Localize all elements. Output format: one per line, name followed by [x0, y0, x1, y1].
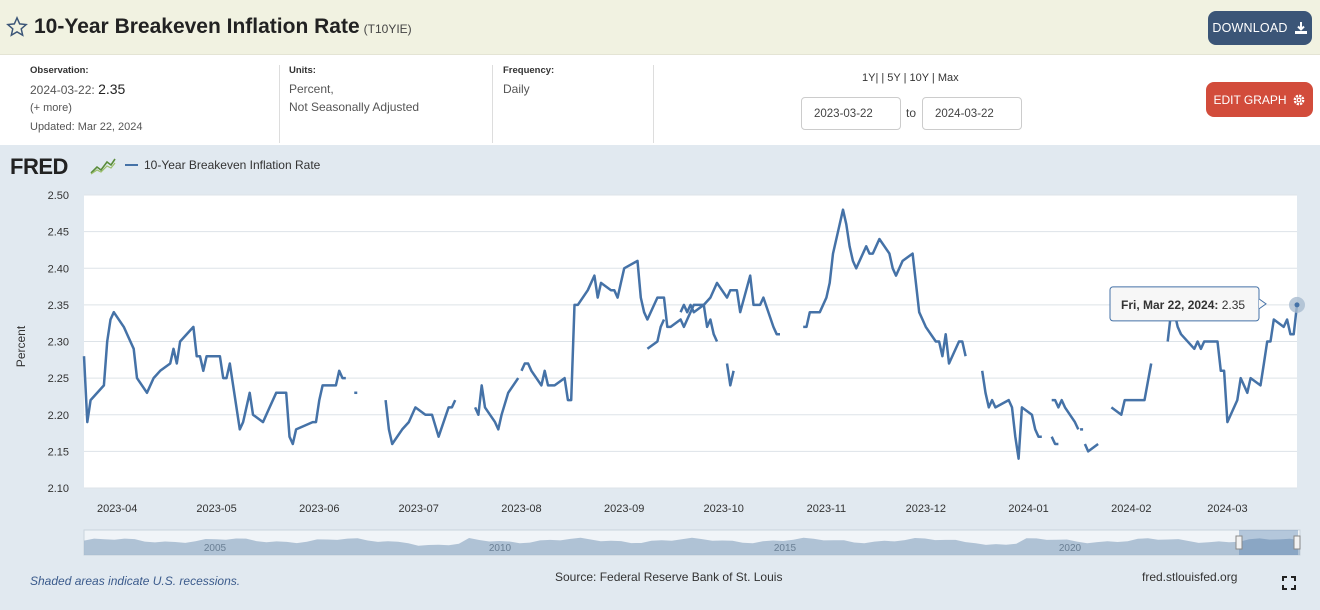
navigator-label: 2015: [774, 543, 797, 554]
hover-point: [1294, 302, 1300, 308]
star-icon[interactable]: [6, 16, 28, 38]
tooltip-pointer: [1258, 298, 1267, 310]
x-tick-label: 2023-10: [703, 503, 743, 515]
navigator-handle[interactable]: [1293, 535, 1301, 550]
series-line: [1166, 304, 1299, 424]
fred-logo: FRED: [10, 154, 68, 179]
navigator-handle[interactable]: [1235, 535, 1243, 550]
navigator-label: 2020: [1059, 543, 1082, 554]
observation-value: 2.35: [98, 81, 126, 97]
edit-graph-button[interactable]: EDIT GRAPH: [1206, 82, 1313, 117]
y-tick-label: 2.35: [48, 300, 69, 312]
observation-block: Observation: 2024-03-22: 2.35 (+ more) U…: [30, 65, 143, 136]
chart-legend: 10-Year Breakeven Inflation Rate: [125, 158, 320, 172]
divider: [653, 65, 654, 143]
y-axis-label: Percent: [14, 325, 28, 367]
units-line1: Percent,: [289, 82, 334, 96]
divider: [492, 65, 493, 143]
legend-swatch: [125, 164, 138, 166]
series-title: 10-Year Breakeven Inflation Rate (T10YIE): [34, 15, 412, 39]
title-bar: 10-Year Breakeven Inflation Rate (T10YIE)…: [0, 0, 1320, 55]
fred-chart-icon: [90, 158, 116, 175]
x-tick-label: 2023-07: [399, 503, 439, 515]
series-metadata: Observation: 2024-03-22: 2.35 (+ more) U…: [0, 55, 1320, 145]
line-chart: 2.10 2.15 2.20 2.25 2.30 2.35 2.40 2.45 2.50 2023…: [14, 190, 1305, 556]
gear-icon: [1293, 94, 1304, 105]
tooltip-text: Fri, Mar 22, 2024: 2.35: [1121, 298, 1245, 312]
series-line: [473, 377, 520, 431]
x-tick-label: 2023-08: [501, 503, 541, 515]
to-label: to: [906, 106, 917, 120]
updated-date: Updated: Mar 22, 2024: [30, 121, 143, 133]
navigator-history: [84, 537, 1300, 555]
navigator-label: 2005: [204, 543, 227, 554]
series-line: [1083, 442, 1099, 453]
navigator-selection: [1239, 530, 1298, 555]
x-tick-label: 2023-04: [97, 503, 137, 515]
range-selector[interactable]: 1Y| | 5Y | 10Y | Max: [862, 72, 959, 84]
download-label: DOWNLOAD: [1212, 21, 1288, 35]
divider: [279, 65, 280, 143]
units-label: Units:: [289, 65, 316, 76]
x-tick-label: 2023-09: [604, 503, 644, 515]
navigator-label: 2010: [489, 543, 512, 554]
series-line: [679, 274, 780, 336]
series-line: [1110, 363, 1153, 416]
more-link[interactable]: (+ more): [30, 102, 72, 114]
series-title-text: 10-Year Breakeven Inflation Rate: [34, 15, 360, 38]
download-icon: [1294, 22, 1307, 34]
series-line: [980, 370, 1042, 460]
tooltip-value: 2.35: [1222, 298, 1246, 312]
y-tick-label: 2.25: [48, 373, 69, 385]
end-date-input[interactable]: 2024-03-22: [922, 97, 1022, 130]
fullscreen-icon[interactable]: [1282, 576, 1296, 590]
series-line: [725, 363, 735, 387]
series-line: [520, 259, 719, 402]
series-line: [803, 208, 967, 365]
x-tick-label: 2024-02: [1111, 503, 1151, 515]
observation-label: Observation:: [30, 65, 89, 76]
series-line: [82, 310, 346, 446]
y-tick-label: 2.20: [48, 410, 69, 422]
x-tick-label: 2024-01: [1008, 503, 1048, 515]
recession-note: Shaded areas indicate U.S. recessions.: [30, 574, 241, 588]
x-tick-label: 2023-11: [807, 503, 847, 515]
series-line: [1051, 398, 1080, 430]
x-tick-label: 2024-03: [1207, 503, 1247, 515]
series-line: [1050, 436, 1059, 446]
series-id: (T10YIE): [363, 22, 412, 36]
y-tick-label: 2.15: [48, 446, 69, 458]
edit-graph-label: EDIT GRAPH: [1213, 92, 1287, 107]
x-tick-label: 2023-06: [299, 503, 339, 515]
observation-date: 2024-03-22:: [30, 83, 95, 97]
units-block: Units: Percent, Not Seasonally Adjusted: [289, 65, 419, 116]
y-tick-label: 2.45: [48, 227, 69, 239]
x-tick-label: 2023-05: [196, 503, 236, 515]
frequency-block: Frequency: Daily: [503, 65, 554, 98]
x-tick-label: 2023-12: [906, 503, 946, 515]
units-line2: Not Seasonally Adjusted: [289, 100, 420, 114]
tooltip-date: Fri, Mar 22, 2024:: [1121, 298, 1222, 312]
series-line: [646, 318, 666, 350]
y-tick-label: 2.10: [48, 483, 69, 495]
source-text: Source: Federal Reserve Bank of St. Loui…: [555, 570, 783, 584]
frequency-value: Daily: [503, 82, 530, 96]
site-text: fred.stlouisfed.org: [1142, 570, 1238, 584]
legend-label: 10-Year Breakeven Inflation Rate: [144, 158, 321, 172]
start-date-input[interactable]: 2023-03-22: [801, 97, 901, 130]
frequency-label: Frequency:: [503, 65, 555, 76]
series-line: [384, 399, 457, 446]
y-tick-label: 2.40: [48, 263, 69, 275]
y-tick-label: 2.30: [48, 337, 69, 349]
download-button[interactable]: DOWNLOAD: [1208, 11, 1312, 45]
y-tick-label: 2.50: [48, 190, 69, 202]
